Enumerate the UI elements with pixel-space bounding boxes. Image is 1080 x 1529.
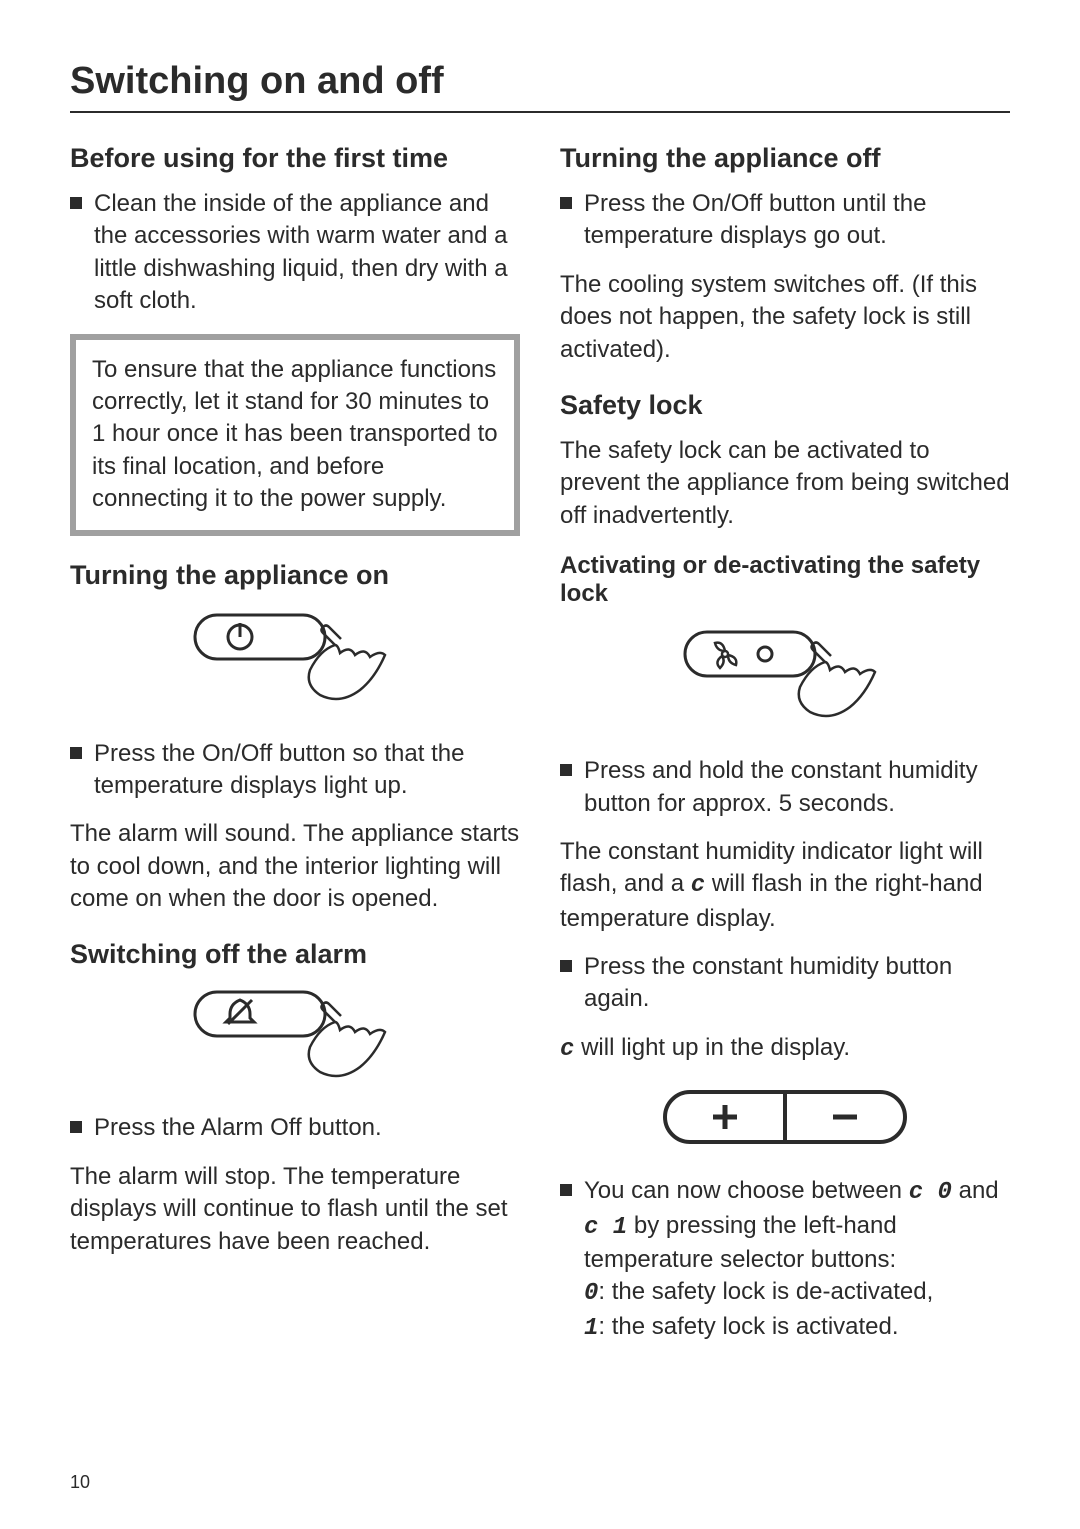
- paragraph-alarm-sound: The alarm will sound. The appliance star…: [70, 818, 520, 915]
- bullet-text: Press and hold the constant humidity but…: [584, 755, 1010, 820]
- bullet-hold-humidity: Press and hold the constant humidity but…: [560, 755, 1010, 820]
- bullet-icon: [70, 197, 82, 209]
- two-column-layout: Before using for the first time Clean th…: [70, 143, 1010, 1361]
- alarm-off-button-icon: [185, 984, 405, 1089]
- right-column: Turning the appliance off Press the On/O…: [560, 143, 1010, 1361]
- heading-turning-on: Turning the appliance on: [70, 560, 520, 591]
- humidity-button-icon: [675, 622, 895, 732]
- paragraph-cooling-off: The cooling system switches off. (If thi…: [560, 269, 1010, 366]
- figure-plus-minus-selector: [560, 1082, 1010, 1157]
- paragraph-alarm-stops: The alarm will stop. The temperature dis…: [70, 1161, 520, 1258]
- bullet-text: Clean the inside of the appliance and th…: [94, 188, 520, 318]
- bullet-press-onoff: Press the On/Off button so that the temp…: [70, 738, 520, 803]
- bullet-press-humidity-again: Press the constant humidity button again…: [560, 951, 1010, 1016]
- bullet-text: Press the constant humidity button again…: [584, 951, 1010, 1016]
- bullet-press-alarm-off: Press the Alarm Off button.: [70, 1112, 520, 1144]
- bullet-text: Press the Alarm Off button.: [94, 1112, 382, 1144]
- left-column: Before using for the first time Clean th…: [70, 143, 520, 1361]
- paragraph-safety-lock-desc: The safety lock can be activated to prev…: [560, 435, 1010, 532]
- on-off-button-icon: [185, 605, 405, 715]
- figure-on-off-button: [70, 605, 520, 720]
- bullet-press-until-out: Press the On/Off button until the temper…: [560, 188, 1010, 253]
- figure-humidity-button: [560, 622, 1010, 737]
- figure-alarm-off-button: [70, 984, 520, 1094]
- paragraph-indicator-flash: The constant humidity indicator light wi…: [560, 836, 1010, 935]
- bullet-choose-c0-c1: You can now choose between c 0 and c 1 b…: [560, 1175, 1010, 1345]
- bullet-clean-inside: Clean the inside of the appliance and th…: [70, 188, 520, 318]
- paragraph-c-lights-up: c will light up in the display.: [560, 1032, 1010, 1066]
- subheading-activate-safety-lock: Activating or de-activating the safety l…: [560, 552, 1010, 608]
- bullet-icon: [560, 960, 572, 972]
- bullet-icon: [70, 1121, 82, 1133]
- bullet-icon: [70, 747, 82, 759]
- page-title: Switching on and off: [70, 60, 1010, 113]
- heading-safety-lock: Safety lock: [560, 390, 1010, 421]
- heading-switch-off-alarm: Switching off the alarm: [70, 939, 520, 970]
- page-number: 10: [70, 1472, 90, 1493]
- heading-before-first-use: Before using for the first time: [70, 143, 520, 174]
- bullet-text: Press the On/Off button until the temper…: [584, 188, 1010, 253]
- plus-minus-selector-icon: [655, 1082, 915, 1152]
- bullet-text: Press the On/Off button so that the temp…: [94, 738, 520, 803]
- bullet-icon: [560, 764, 572, 776]
- bullet-icon: [560, 197, 572, 209]
- heading-turning-off: Turning the appliance off: [560, 143, 1010, 174]
- callout-standby: To ensure that the appliance functions c…: [70, 334, 520, 536]
- bullet-text: You can now choose between c 0 and c 1 b…: [584, 1175, 1010, 1345]
- bullet-icon: [560, 1184, 572, 1196]
